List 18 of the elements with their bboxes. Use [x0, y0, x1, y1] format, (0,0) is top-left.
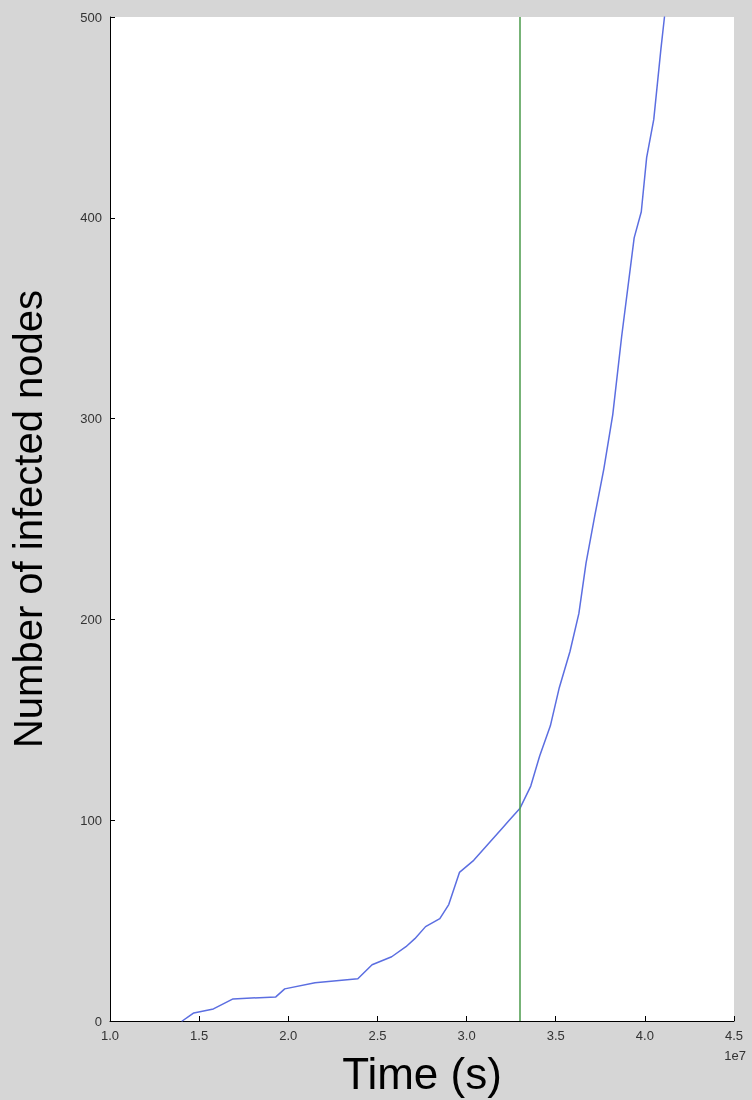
x-tick-label: 1.5	[190, 1028, 209, 1043]
y-axis-title: Number of infected nodes	[6, 289, 50, 749]
x-tick-label: 2.0	[279, 1028, 298, 1043]
y-tick-label: 0	[94, 1013, 102, 1029]
y-tick-label: 500	[80, 9, 102, 25]
x-axis-title: Time (s)	[342, 1048, 502, 1098]
x-tick-label: 3.0	[457, 1028, 476, 1043]
x-tick-label: 3.5	[546, 1028, 565, 1043]
y-tick-label: 100	[80, 812, 102, 828]
line-series	[181, 16, 666, 1022]
x-tick-label: 4.0	[635, 1028, 654, 1043]
y-tick-label: 300	[80, 411, 102, 427]
y-tick-label: 200	[80, 611, 102, 627]
text: 1e7	[724, 1048, 747, 1063]
y-tick-label: 400	[80, 210, 102, 226]
x-tick-label: 1.0	[100, 1028, 120, 1043]
x-tick-label: 2.5	[368, 1028, 387, 1043]
x-tick-label: 4.5	[724, 1028, 744, 1043]
